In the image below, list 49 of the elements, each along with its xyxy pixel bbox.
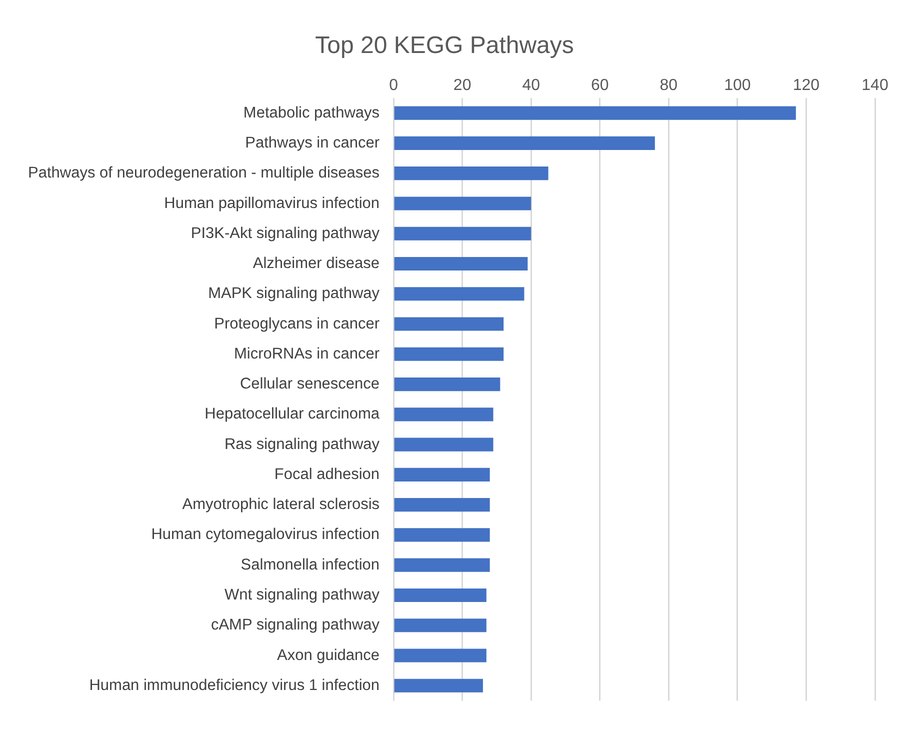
y-tick-label: Salmonella infection (240, 556, 380, 574)
bar (394, 106, 796, 120)
y-tick-label: PI3K-Akt signaling pathway (190, 224, 380, 242)
y-tick-label: Proteoglycans in cancer (214, 315, 380, 332)
bar (394, 317, 504, 331)
y-tick-label: cAMP signaling pathway (210, 616, 380, 634)
y-tick-label: Ras signaling pathway (224, 436, 380, 453)
bar (394, 438, 494, 452)
bar (394, 378, 500, 392)
x-tick-label: 120 (792, 76, 820, 94)
bar (394, 498, 490, 512)
y-tick-label: Focal adhesion (274, 466, 380, 483)
x-tick-label: 40 (522, 76, 540, 94)
bar (394, 678, 483, 692)
x-tick-label: 0 (389, 76, 398, 94)
y-tick-label: Pathways in cancer (245, 134, 380, 152)
bar (394, 618, 486, 632)
y-tick-label: Pathways of neurodegeneration - multiple diseases (28, 164, 380, 182)
y-tick-label: Hepatocellular carcinoma (204, 406, 380, 423)
y-tick-label: Wnt signaling pathway (224, 586, 380, 604)
y-tick-label: MicroRNAs in cancer (234, 345, 380, 362)
bar (394, 287, 524, 301)
bar (394, 136, 655, 150)
y-tick-label: Human papillomavirus infection (164, 194, 380, 212)
bar (394, 468, 490, 482)
bar (394, 648, 486, 662)
y-tick-label: Human cytomegalovirus infection (151, 526, 380, 544)
x-tick-label: 140 (862, 76, 888, 94)
x-tick-label: 80 (660, 76, 678, 94)
y-tick-label: MAPK signaling pathway (208, 285, 380, 302)
bar (394, 256, 528, 271)
chart-title: Top 20 KEGG Pathways (315, 32, 574, 60)
x-tick-label: 20 (453, 76, 472, 94)
bar (394, 408, 494, 422)
bar (394, 166, 548, 180)
y-tick-label: Metabolic pathways (243, 104, 380, 122)
y-tick-label: Amyotrophic lateral sclerosis (182, 496, 380, 514)
bar (394, 528, 490, 542)
bar (394, 196, 532, 210)
y-tick-label: Cellular senescence (240, 376, 380, 393)
bar (394, 347, 504, 361)
y-tick-label: Human immunodeficiency virus 1 infection (89, 676, 380, 694)
y-tick-label: Alzheimer disease (252, 255, 380, 272)
x-tick-label: 60 (590, 76, 609, 94)
bar (394, 226, 532, 240)
bar (394, 558, 490, 572)
x-tick-label: 100 (724, 76, 751, 94)
y-tick-label: Axon guidance (276, 646, 380, 664)
bar (394, 588, 486, 602)
